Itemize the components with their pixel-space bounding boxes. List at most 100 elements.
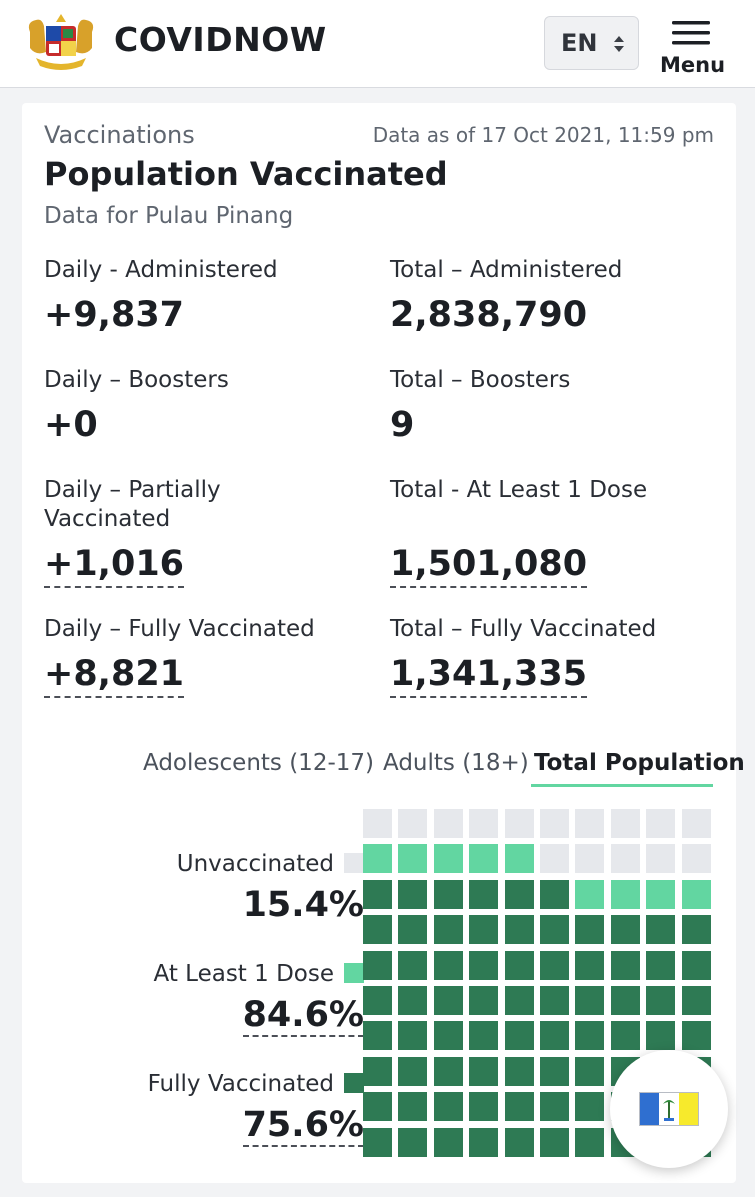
stat-daily-fully-vaccinated: Daily – Fully Vaccinated +8,821 bbox=[44, 615, 354, 698]
waffle-cell-none bbox=[610, 809, 640, 838]
legend-label: At Least 1 Dose bbox=[153, 961, 364, 987]
waffle-cell-full bbox=[610, 915, 640, 945]
waffle-cell-full bbox=[469, 879, 499, 909]
waffle-cell-none bbox=[575, 809, 605, 838]
waffle-cell-full bbox=[398, 1021, 428, 1051]
stat-daily-partially-vaccinated: Daily – Partially Vaccinated +1,016 bbox=[44, 476, 294, 588]
waffle-cell-full bbox=[398, 1127, 428, 1157]
stat-label: Total - At Least 1 Dose bbox=[390, 477, 648, 503]
language-selector[interactable]: EN bbox=[544, 16, 639, 70]
waffle-cell-full bbox=[398, 1056, 428, 1086]
waffle-cell-full bbox=[469, 915, 499, 945]
legend-label-text: At Least 1 Dose bbox=[153, 961, 335, 987]
vaccination-card: Vaccinations Data as of 17 Oct 2021, 11:… bbox=[22, 103, 745, 1183]
sort-caret-icon bbox=[614, 36, 624, 52]
legend-value[interactable]: 75.6% bbox=[242, 1105, 364, 1147]
waffle-cell-none bbox=[575, 844, 605, 874]
waffle-cell-full bbox=[681, 986, 711, 1015]
waffle-cell-none bbox=[681, 844, 711, 874]
waffle-cell-full bbox=[575, 1127, 605, 1157]
waffle-cell-full bbox=[504, 915, 534, 945]
waffle-cell-full bbox=[433, 950, 463, 980]
menu-button[interactable]: Menu bbox=[656, 18, 728, 80]
top-nav: COVIDNOW EN Menu bbox=[0, 0, 755, 88]
waffle-cell-full bbox=[575, 1092, 605, 1122]
tab-total-population[interactable]: Total Population bbox=[534, 750, 745, 776]
stat-label: Total – Fully Vaccinated bbox=[390, 616, 657, 642]
legend-label-text: Fully Vaccinated bbox=[147, 1071, 334, 1097]
data-timestamp: Data as of 17 Oct 2021, 11:59 pm bbox=[372, 123, 714, 147]
card-subtitle: Data for Pulau Pinang bbox=[44, 203, 294, 229]
legend-unvaccinated: Unvaccinated 15.4% bbox=[177, 851, 364, 925]
stat-label: Daily – Fully Vaccinated bbox=[44, 616, 315, 642]
waffle-cell-full bbox=[504, 1021, 534, 1051]
waffle-cell-full bbox=[681, 915, 711, 945]
waffle-cell-full bbox=[540, 915, 569, 945]
waffle-cell-none bbox=[540, 844, 569, 874]
waffle-cell-full bbox=[363, 1127, 392, 1157]
waffle-cell-full bbox=[433, 915, 463, 945]
waffle-cell-full bbox=[646, 915, 676, 945]
waffle-cell-full bbox=[646, 1021, 676, 1051]
stat-label: Daily - Administered bbox=[44, 257, 278, 283]
waffle-cell-full bbox=[433, 879, 463, 909]
stat-value[interactable]: 1,501,080 bbox=[390, 542, 588, 588]
waffle-cell-full bbox=[610, 986, 640, 1015]
waffle-cell-none bbox=[646, 809, 676, 838]
waffle-cell-full bbox=[646, 950, 676, 980]
stat-total-administered: Total – Administered 2,838,790 bbox=[390, 256, 700, 337]
active-tab-indicator bbox=[531, 784, 713, 787]
stat-total-at-least-1-dose: Total - At Least 1 Dose 1,501,080 bbox=[390, 476, 700, 588]
waffle-cell-full bbox=[363, 1056, 392, 1086]
waffle-cell-none bbox=[398, 809, 428, 838]
stat-total-boosters: Total – Boosters 9 bbox=[390, 366, 700, 447]
waffle-cell-partial bbox=[504, 844, 534, 874]
waffle-cell-full bbox=[504, 1127, 534, 1157]
stat-value[interactable]: +8,821 bbox=[44, 652, 185, 698]
waffle-cell-full bbox=[363, 915, 392, 945]
waffle-cell-full bbox=[540, 1056, 569, 1086]
waffle-cell-none bbox=[504, 809, 534, 838]
tab-adults[interactable]: Adults (18+) bbox=[383, 750, 529, 776]
waffle-cell-full bbox=[469, 986, 499, 1015]
stat-value[interactable]: +1,016 bbox=[44, 542, 185, 588]
state-selector-button[interactable] bbox=[610, 1050, 728, 1168]
legend-label-text: Unvaccinated bbox=[176, 851, 334, 877]
stat-value: +9,837 bbox=[44, 295, 185, 335]
language-value: EN bbox=[561, 29, 598, 57]
waffle-cell-full bbox=[469, 1056, 499, 1086]
stat-daily-administered: Daily - Administered +9,837 bbox=[44, 256, 354, 337]
legend-value[interactable]: 84.6% bbox=[242, 995, 364, 1037]
waffle-cell-full bbox=[469, 950, 499, 980]
malaysia-coat-of-arms-icon[interactable] bbox=[22, 12, 100, 72]
stat-total-fully-vaccinated: Total – Fully Vaccinated 1,341,335 bbox=[390, 615, 700, 698]
stat-label: Daily – Partially Vaccinated bbox=[44, 477, 221, 532]
waffle-cell-none bbox=[433, 809, 463, 838]
waffle-cell-full bbox=[540, 879, 569, 909]
legend-at-least-1-dose: At Least 1 Dose 84.6% bbox=[153, 961, 364, 1037]
legend-swatch bbox=[344, 1073, 364, 1093]
waffle-cell-full bbox=[398, 1092, 428, 1122]
waffle-cell-none bbox=[540, 809, 569, 838]
waffle-cell-full bbox=[433, 1056, 463, 1086]
waffle-cell-full bbox=[504, 879, 534, 909]
waffle-cell-partial bbox=[398, 844, 428, 874]
legend-swatch bbox=[344, 853, 364, 873]
waffle-cell-full bbox=[681, 1021, 711, 1051]
waffle-cell-full bbox=[433, 1127, 463, 1157]
waffle-cell-full bbox=[575, 915, 605, 945]
waffle-cell-partial bbox=[469, 844, 499, 874]
stat-label: Total – Boosters bbox=[390, 367, 571, 393]
waffle-cell-full bbox=[575, 950, 605, 980]
waffle-cell-none bbox=[363, 809, 392, 838]
section-label: Vaccinations bbox=[44, 121, 195, 149]
tab-adolescents[interactable]: Adolescents (12-17) bbox=[143, 750, 374, 776]
brand-title[interactable]: COVIDNOW bbox=[114, 20, 327, 59]
waffle-cell-full bbox=[469, 1127, 499, 1157]
waffle-cell-full bbox=[363, 1092, 392, 1122]
waffle-cell-full bbox=[646, 986, 676, 1015]
waffle-cell-full bbox=[681, 950, 711, 980]
waffle-cell-full bbox=[540, 1021, 569, 1051]
waffle-cell-full bbox=[363, 950, 392, 980]
stat-value[interactable]: 1,341,335 bbox=[390, 652, 588, 698]
